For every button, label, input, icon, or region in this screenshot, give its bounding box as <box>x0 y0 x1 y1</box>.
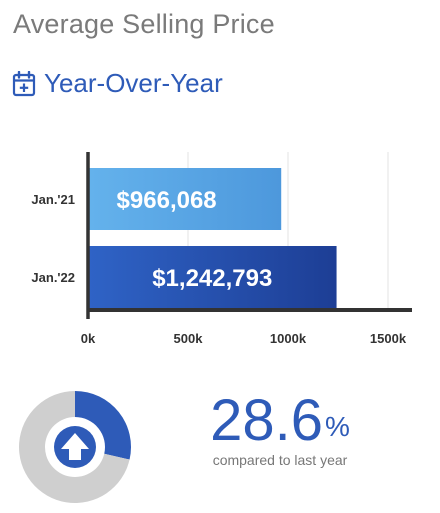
change-block: 28.6% compared to last year <box>190 388 370 468</box>
change-donut <box>19 391 131 503</box>
x-tick-label: 0k <box>81 331 96 346</box>
data-label: $1,242,793 <box>152 265 272 292</box>
percent-change-value: 28.6 <box>210 388 323 453</box>
up-arrow-icon <box>54 426 96 468</box>
percent-change: 28.6% <box>190 388 370 454</box>
x-tick-label: 1000k <box>270 331 307 346</box>
percent-sign: % <box>324 411 350 442</box>
category-label: Jan.'22 <box>31 270 75 285</box>
x-tick-label: 1500k <box>370 331 407 346</box>
bar <box>89 168 282 230</box>
category-label: Jan.'21 <box>31 192 75 207</box>
percent-change-caption: compared to last year <box>212 452 348 468</box>
bar <box>89 246 337 308</box>
donut-slice <box>75 391 131 460</box>
subtitle-text: Year-Over-Year <box>44 68 223 98</box>
x-tick-label: 500k <box>174 331 204 346</box>
chart-subtitle: Year-Over-Year <box>12 68 223 99</box>
calendar-plus-icon <box>12 70 36 96</box>
bar-chart: $966,068 Jan.'21 $1,242,793 Jan.'22 0k 500k 10… <box>31 152 412 346</box>
data-label: $966,068 <box>117 187 217 214</box>
chart-title: Average Selling Price <box>13 9 275 39</box>
donut-slice <box>19 391 130 503</box>
